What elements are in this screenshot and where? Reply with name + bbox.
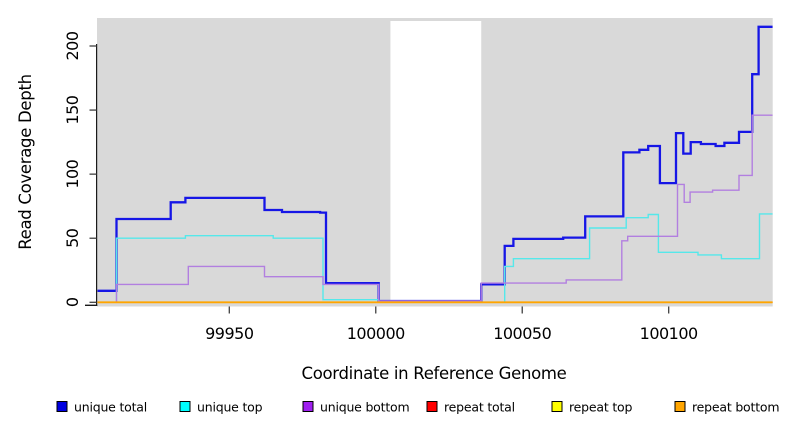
x-tick-label: 100100 <box>640 324 698 343</box>
legend-item-unique-bottom: unique bottom <box>302 400 410 415</box>
legend-item-repeat-total: repeat total <box>426 400 515 415</box>
y-tick-label: 150 <box>63 95 82 124</box>
x-tick-label: 100050 <box>493 324 551 343</box>
series-line-unique-bottom <box>97 114 773 303</box>
x-tick-label: 99950 <box>205 324 254 343</box>
series-line-unique-top <box>97 213 773 303</box>
legend-item-unique-top: unique top <box>179 400 263 415</box>
x-tick-label: 100000 <box>347 324 405 343</box>
legend-label: unique bottom <box>320 400 409 415</box>
legend-swatch-repeat-total <box>426 401 438 412</box>
legend-swatch-unique-total <box>56 401 68 412</box>
legend-label: repeat bottom <box>692 400 779 415</box>
series-lines <box>97 25 773 304</box>
series-line-unique-total <box>97 25 773 303</box>
legend-label: repeat total <box>444 400 515 415</box>
axis-lines <box>85 44 98 306</box>
y-tick-label: 50 <box>63 228 82 248</box>
masked-region-band <box>390 21 482 303</box>
legend: unique total unique top unique bottom repea… <box>56 400 780 415</box>
legend-swatch-unique-top <box>179 401 191 412</box>
legend-swatch-repeat-top <box>551 401 563 412</box>
legend-item-repeat-top: repeat top <box>551 400 633 415</box>
y-tick-label: 100 <box>63 159 82 188</box>
legend-swatch-repeat-bottom <box>674 401 686 412</box>
legend-swatch-unique-bottom <box>302 401 314 412</box>
legend-item-unique-total: unique total <box>56 400 147 415</box>
y-tick-label: 0 <box>63 297 82 307</box>
y-tick-label: 200 <box>63 31 82 60</box>
axis-ticks <box>89 45 670 314</box>
legend-label: repeat top <box>569 400 632 415</box>
y-axis-title: Read Coverage Depth <box>16 74 35 250</box>
legend-item-repeat-bottom: repeat bottom <box>674 400 780 415</box>
x-axis-title: Coordinate in Reference Genome <box>301 364 566 383</box>
legend-label: unique top <box>197 400 263 415</box>
axis-tick-labels: 99950 100000 100050 100100 0 50 100 150 200 <box>63 31 699 343</box>
legend-label: unique total <box>74 400 147 415</box>
